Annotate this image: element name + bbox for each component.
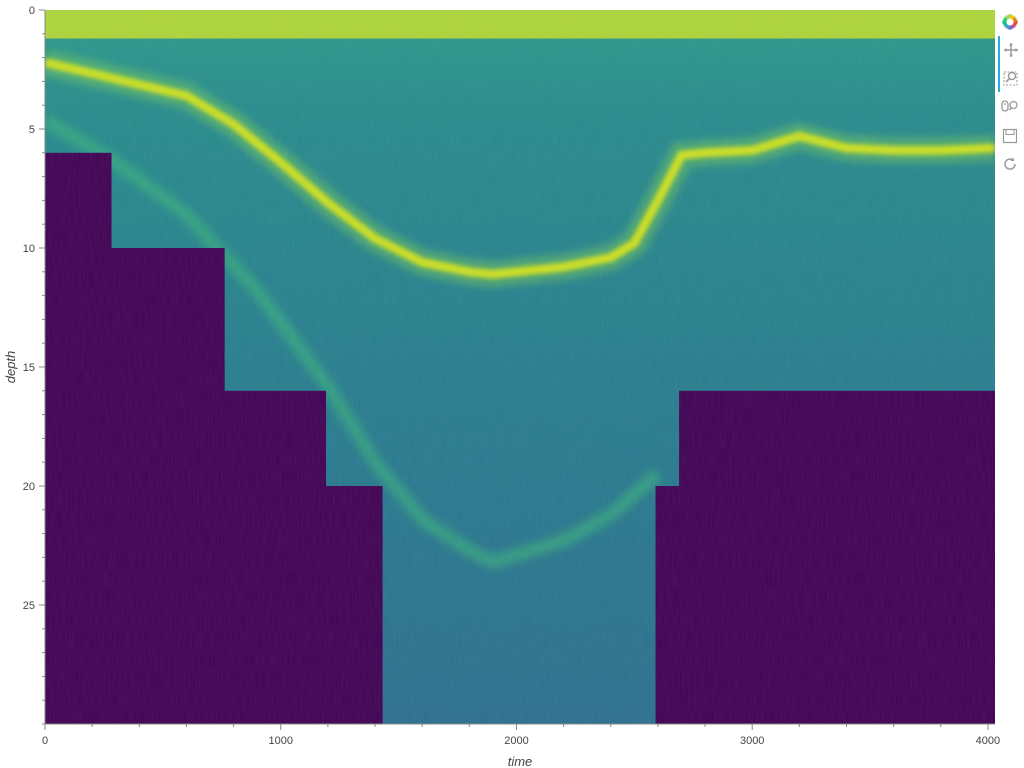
- y-axis-title: depth: [3, 351, 18, 384]
- y-tick-label: 5: [29, 124, 35, 136]
- x-tick-label: 2000: [504, 735, 528, 747]
- x-axis: 0 1000 2000 3000 4000: [42, 723, 1000, 747]
- plot-toolbar: [998, 8, 1022, 178]
- pan-icon[interactable]: [998, 36, 1022, 64]
- box-zoom-icon[interactable]: [998, 64, 1022, 92]
- x-tick-label: 3000: [740, 735, 764, 747]
- x-tick-label: 1000: [268, 735, 292, 747]
- y-tick-label: 25: [23, 600, 35, 612]
- y-axis: 0 5 10 15 20 25: [23, 5, 46, 725]
- y-tick-label: 20: [23, 481, 35, 493]
- echogram-plot-area[interactable]: [45, 10, 995, 724]
- reset-icon[interactable]: [998, 150, 1022, 178]
- save-icon[interactable]: [998, 122, 1022, 150]
- x-tick-label: 0: [42, 735, 48, 747]
- echogram-heatmap: [45, 10, 995, 724]
- echogram-texture: [45, 10, 995, 724]
- wheel-zoom-icon[interactable]: [998, 92, 1022, 120]
- y-tick-label: 0: [29, 5, 35, 17]
- y-tick-label: 15: [23, 362, 35, 374]
- bokeh-logo-icon[interactable]: [998, 8, 1022, 36]
- x-axis-title: time: [508, 754, 533, 768]
- y-tick-label: 10: [23, 243, 35, 255]
- x-tick-label: 4000: [976, 735, 1000, 747]
